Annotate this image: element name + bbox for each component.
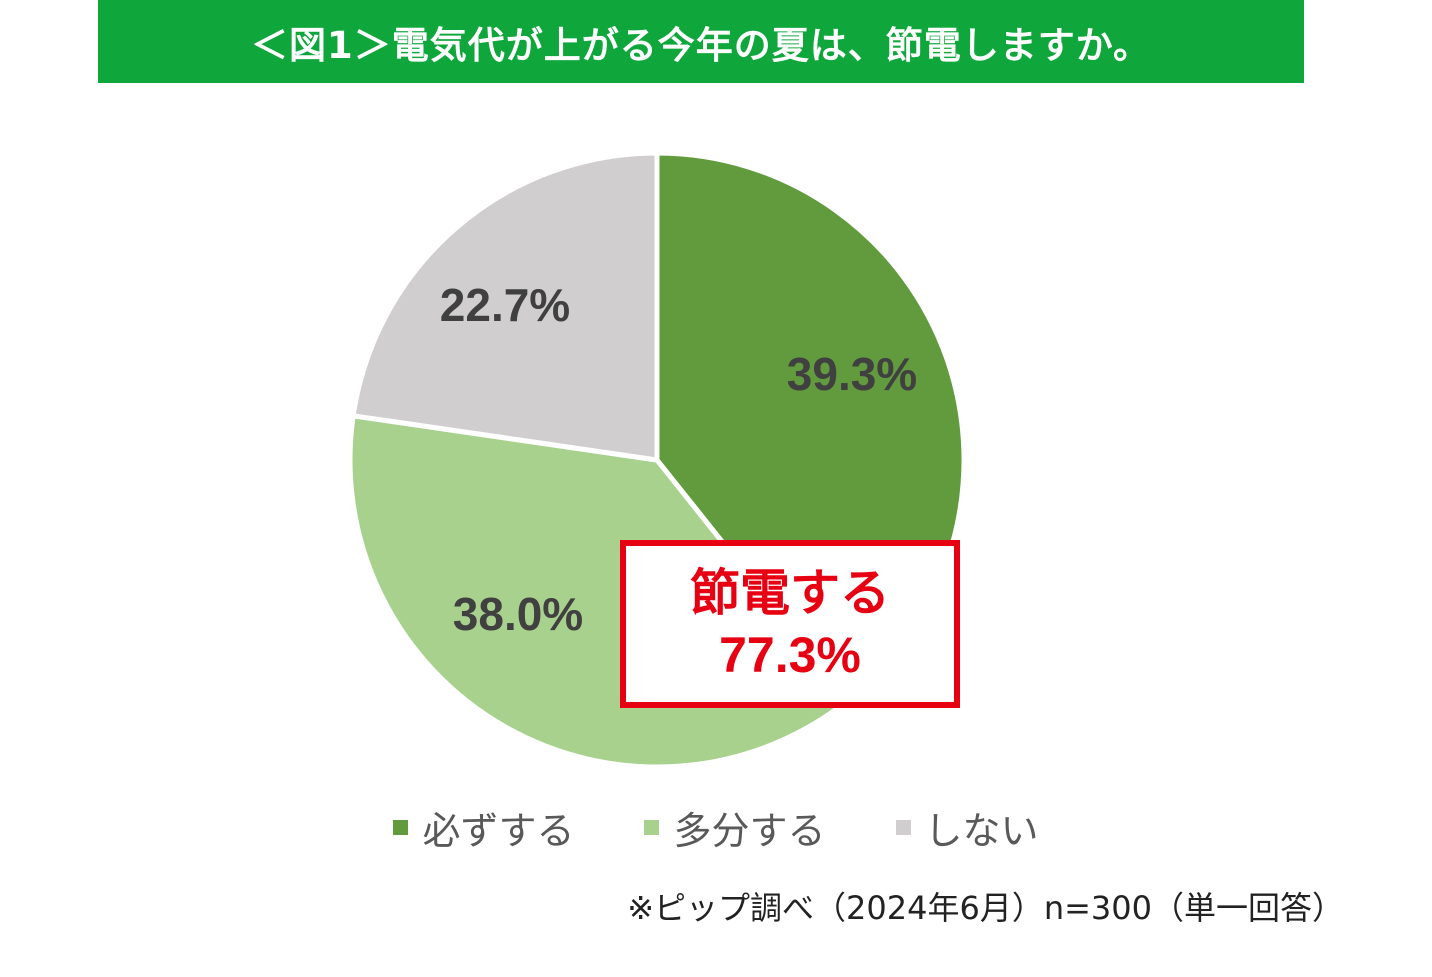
chart-title: ＜図1＞電気代が上がる今年の夏は、節電しますか。 bbox=[250, 23, 1151, 67]
legend-label-2: 多分する bbox=[673, 809, 826, 853]
callout-label: 節電する bbox=[690, 564, 890, 622]
slice-label-3: 22.7% bbox=[440, 279, 570, 331]
slice-label-2: 38.0% bbox=[453, 588, 583, 640]
summary-callout: 節電する 77.3% bbox=[620, 540, 960, 708]
legend-label-1: 必ずする bbox=[422, 809, 575, 853]
legend-swatch-1 bbox=[393, 820, 409, 835]
slice-label-1: 39.3% bbox=[787, 348, 917, 400]
legend-item-2: 多分する bbox=[644, 800, 826, 855]
legend-swatch-3 bbox=[895, 820, 911, 835]
source-note: ※ピップ調べ（2024年6月）n=300（単一回答） bbox=[627, 889, 1344, 927]
legend-label-3: しない bbox=[924, 809, 1039, 853]
callout-value: 77.3% bbox=[719, 627, 861, 683]
legend-item-3: しない bbox=[895, 800, 1039, 855]
legend-item-1: 必ずする bbox=[393, 800, 574, 855]
pie-slice-3 bbox=[350, 150, 660, 463]
chart-legend: 必ずする 多分する しない bbox=[0, 800, 1432, 855]
legend-swatch-2 bbox=[644, 820, 660, 835]
title-banner: ＜図1＞電気代が上がる今年の夏は、節電しますか。 bbox=[98, 0, 1304, 83]
